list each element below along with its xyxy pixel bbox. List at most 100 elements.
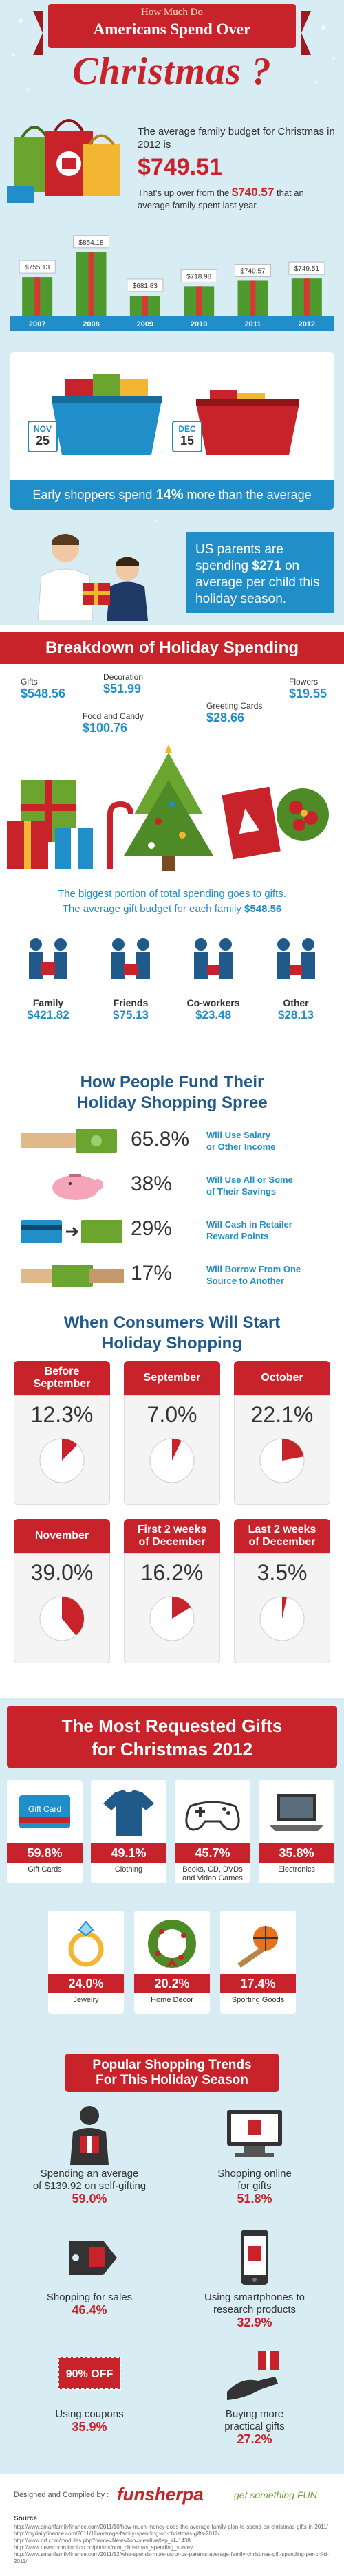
calendar-card: September 7.0%: [124, 1361, 220, 1509]
gifts-title: The Most Requested Gifts for Christmas 2…: [7, 1706, 337, 1768]
gifts-title-line2: for Christmas 2012: [91, 1739, 253, 1759]
credit-line: Designed and Compiled by : funsherpa get…: [14, 2484, 330, 2507]
budget-up-text: That's up over from the $740.57 that an …: [138, 186, 337, 212]
parents-line2: on average per child this holiday season…: [195, 559, 320, 606]
breakdown-decoration: Decoration $51.99: [103, 672, 143, 696]
early-shoppers-section: NOV 25 DEC 15 Early shoppers spend 14% m…: [0, 344, 344, 522]
breakdown-cards-label: Greeting Cards: [206, 701, 263, 711]
recipient-friends-value: $75.13: [113, 1008, 149, 1021]
friends-people-icon: [111, 938, 150, 979]
media-pct: 45.7%: [175, 1843, 250, 1863]
calendar-head-line1: Before: [44, 1366, 80, 1377]
coupons-line1: Using coupons: [55, 2408, 124, 2420]
breakdown-summary: The biggest portion of total spending go…: [14, 887, 330, 917]
title-ribbon: [33, 4, 311, 55]
calendar-head-line1: October: [261, 1372, 303, 1384]
pie-slice: [282, 1597, 287, 1619]
budget-up-after: that an average family spent last year.: [138, 188, 304, 210]
pie-slice: [172, 1597, 191, 1619]
smartphones-text: Using smartphones to research products 3…: [175, 2291, 334, 2329]
budget-intro: The average family budget for Christmas …: [138, 126, 335, 151]
smartphones-pct: 32.9%: [237, 2316, 272, 2329]
calendar-head: Last 2 weeks of December: [234, 1519, 330, 1553]
sale-tag-icon: [69, 2241, 117, 2275]
date2-day: 15: [180, 434, 195, 447]
gift-card-home-decor: 20.2% Home Decor: [134, 1911, 210, 2014]
coupons-pct: 35.9%: [72, 2420, 107, 2434]
gift-card-jewelry: 24.0% Jewelry: [48, 1911, 124, 2014]
brand-logo[interactable]: funsherpa: [117, 2484, 204, 2505]
summary-line2: The average gift budget for each family …: [14, 902, 330, 917]
calendar-pie: [39, 1438, 85, 1483]
chart-value-label: $681.83: [133, 282, 158, 290]
source-link[interactable]: http://www.smartfamilyfinance.com/2011/1…: [14, 2524, 328, 2530]
calendar-head-line1: First 2 weeks: [137, 1524, 207, 1535]
recipient-other: Other $28.13: [255, 935, 337, 1022]
self-gifting-text: Spending an average of $139.92 on self-g…: [10, 2168, 169, 2205]
ball-icon: [237, 1926, 278, 1968]
title-line-2: Americans Spend Over: [93, 21, 251, 38]
requested-gifts-section: The Most Requested Gifts for Christmas 2…: [0, 1698, 344, 2048]
calendar-head-line1: Last 2 weeks: [248, 1524, 316, 1535]
sales-text: Shopping for sales 46.4%: [10, 2291, 169, 2316]
budget-up-amount: $740.57: [231, 186, 275, 199]
recipient-coworkers-label: Co-workers: [186, 997, 240, 1008]
clothing-pct: 49.1%: [91, 1843, 166, 1863]
calendar-pie: [259, 1438, 305, 1483]
breakdown-section: Breakdown of Holiday Spending Gifts $548…: [0, 625, 344, 1065]
breakdown-decoration-label: Decoration: [103, 672, 144, 682]
breakdown-flowers-value: $19.55: [289, 687, 327, 700]
christmas-tree-icon: [124, 744, 213, 871]
calendar-head: First 2 weeks of December: [124, 1519, 220, 1553]
chart-category-label: 2011: [245, 320, 261, 329]
calendar-card: November 39.0%: [14, 1519, 110, 1667]
shopping-baskets-icon: [52, 374, 299, 455]
fund-title: How People Fund Their Holiday Shopping S…: [0, 1072, 344, 1113]
trend-coupons: 90% OFF Using coupons 35.9%: [10, 2344, 169, 2467]
calendar-pct: 3.5%: [257, 1560, 308, 1585]
clothing-label: Clothing: [114, 1865, 143, 1874]
fund-rewards-pct: 29%: [131, 1217, 173, 1240]
source-link[interactable]: http://mydailyfinance.com/2011/12/averag…: [14, 2531, 220, 2537]
parents-stat-box: US parents are spending $271 on average …: [186, 532, 334, 613]
electronics-label: Electronics: [278, 1865, 315, 1874]
breakdown-cards-value: $28.66: [206, 711, 245, 724]
budget-bar-chart: $755.13 2007 $854.18 2008 $681.83 2009 $718.98…: [10, 235, 334, 331]
summary-line2-before: The average gift budget for each family: [62, 903, 241, 915]
date1-month: NOV: [33, 424, 52, 434]
holiday-items-illustration: [7, 744, 329, 871]
source-link[interactable]: http://www.nrf.com/modules.php?name=News…: [14, 2538, 191, 2544]
source-link[interactable]: http://www.newsroom.kohl.co.co/photos/nr…: [14, 2544, 193, 2551]
calendar-head: September: [124, 1361, 220, 1395]
home-decor-pct: 20.2%: [134, 1974, 210, 1993]
self-gifting-line1: Spending an average: [40, 2168, 139, 2179]
fund-row-borrow: 17% Will Borrow From One Source to Anoth…: [21, 1258, 323, 1292]
fund-savings-text: Will Use All or Some of Their Savings: [206, 1174, 293, 1197]
electronics-pct: 35.8%: [259, 1843, 334, 1863]
source-link[interactable]: http://www.smartfamilyfinance.com/2011/1…: [14, 2551, 329, 2564]
brand-tagline: get something FUN: [234, 2489, 317, 2500]
media-label: Books, CD, DVDs and Video Games: [175, 1865, 250, 1883]
breakdown-flowers-label: Flowers: [289, 677, 319, 687]
recipient-family-value: $421.82: [27, 1008, 69, 1021]
fund-borrow-pct: 17%: [131, 1262, 173, 1285]
gift-card-electronics: 35.8% Electronics: [259, 1780, 334, 1883]
trends-title-line1: Popular Shopping Trends: [92, 2058, 252, 2072]
media-label2: and Video Games: [182, 1874, 243, 1883]
family-people-icon: [29, 938, 67, 979]
media-label1: Books, CD, DVDs: [182, 1865, 243, 1874]
breakdown-cards: Greeting Cards $28.66: [206, 701, 262, 725]
chart-bar-ribbon: [303, 278, 310, 316]
other-people-icon: [277, 938, 315, 979]
chart-value-label: $740.57: [240, 267, 266, 275]
chart-baseline: [10, 316, 334, 331]
trend-online: Shopping online for gifts 51.8%: [175, 2103, 334, 2227]
chart-category-label: 2008: [83, 320, 99, 329]
strip-before: Early shoppers spend: [32, 488, 153, 502]
calendar-pie: [149, 1596, 195, 1641]
fund-row-savings: 38% Will Use All or Some of Their Saving…: [21, 1168, 323, 1203]
chart-value-label: $749.51: [294, 265, 320, 273]
pie-slice: [282, 1439, 304, 1461]
budget-text: The average family budget for Christmas …: [138, 125, 337, 212]
